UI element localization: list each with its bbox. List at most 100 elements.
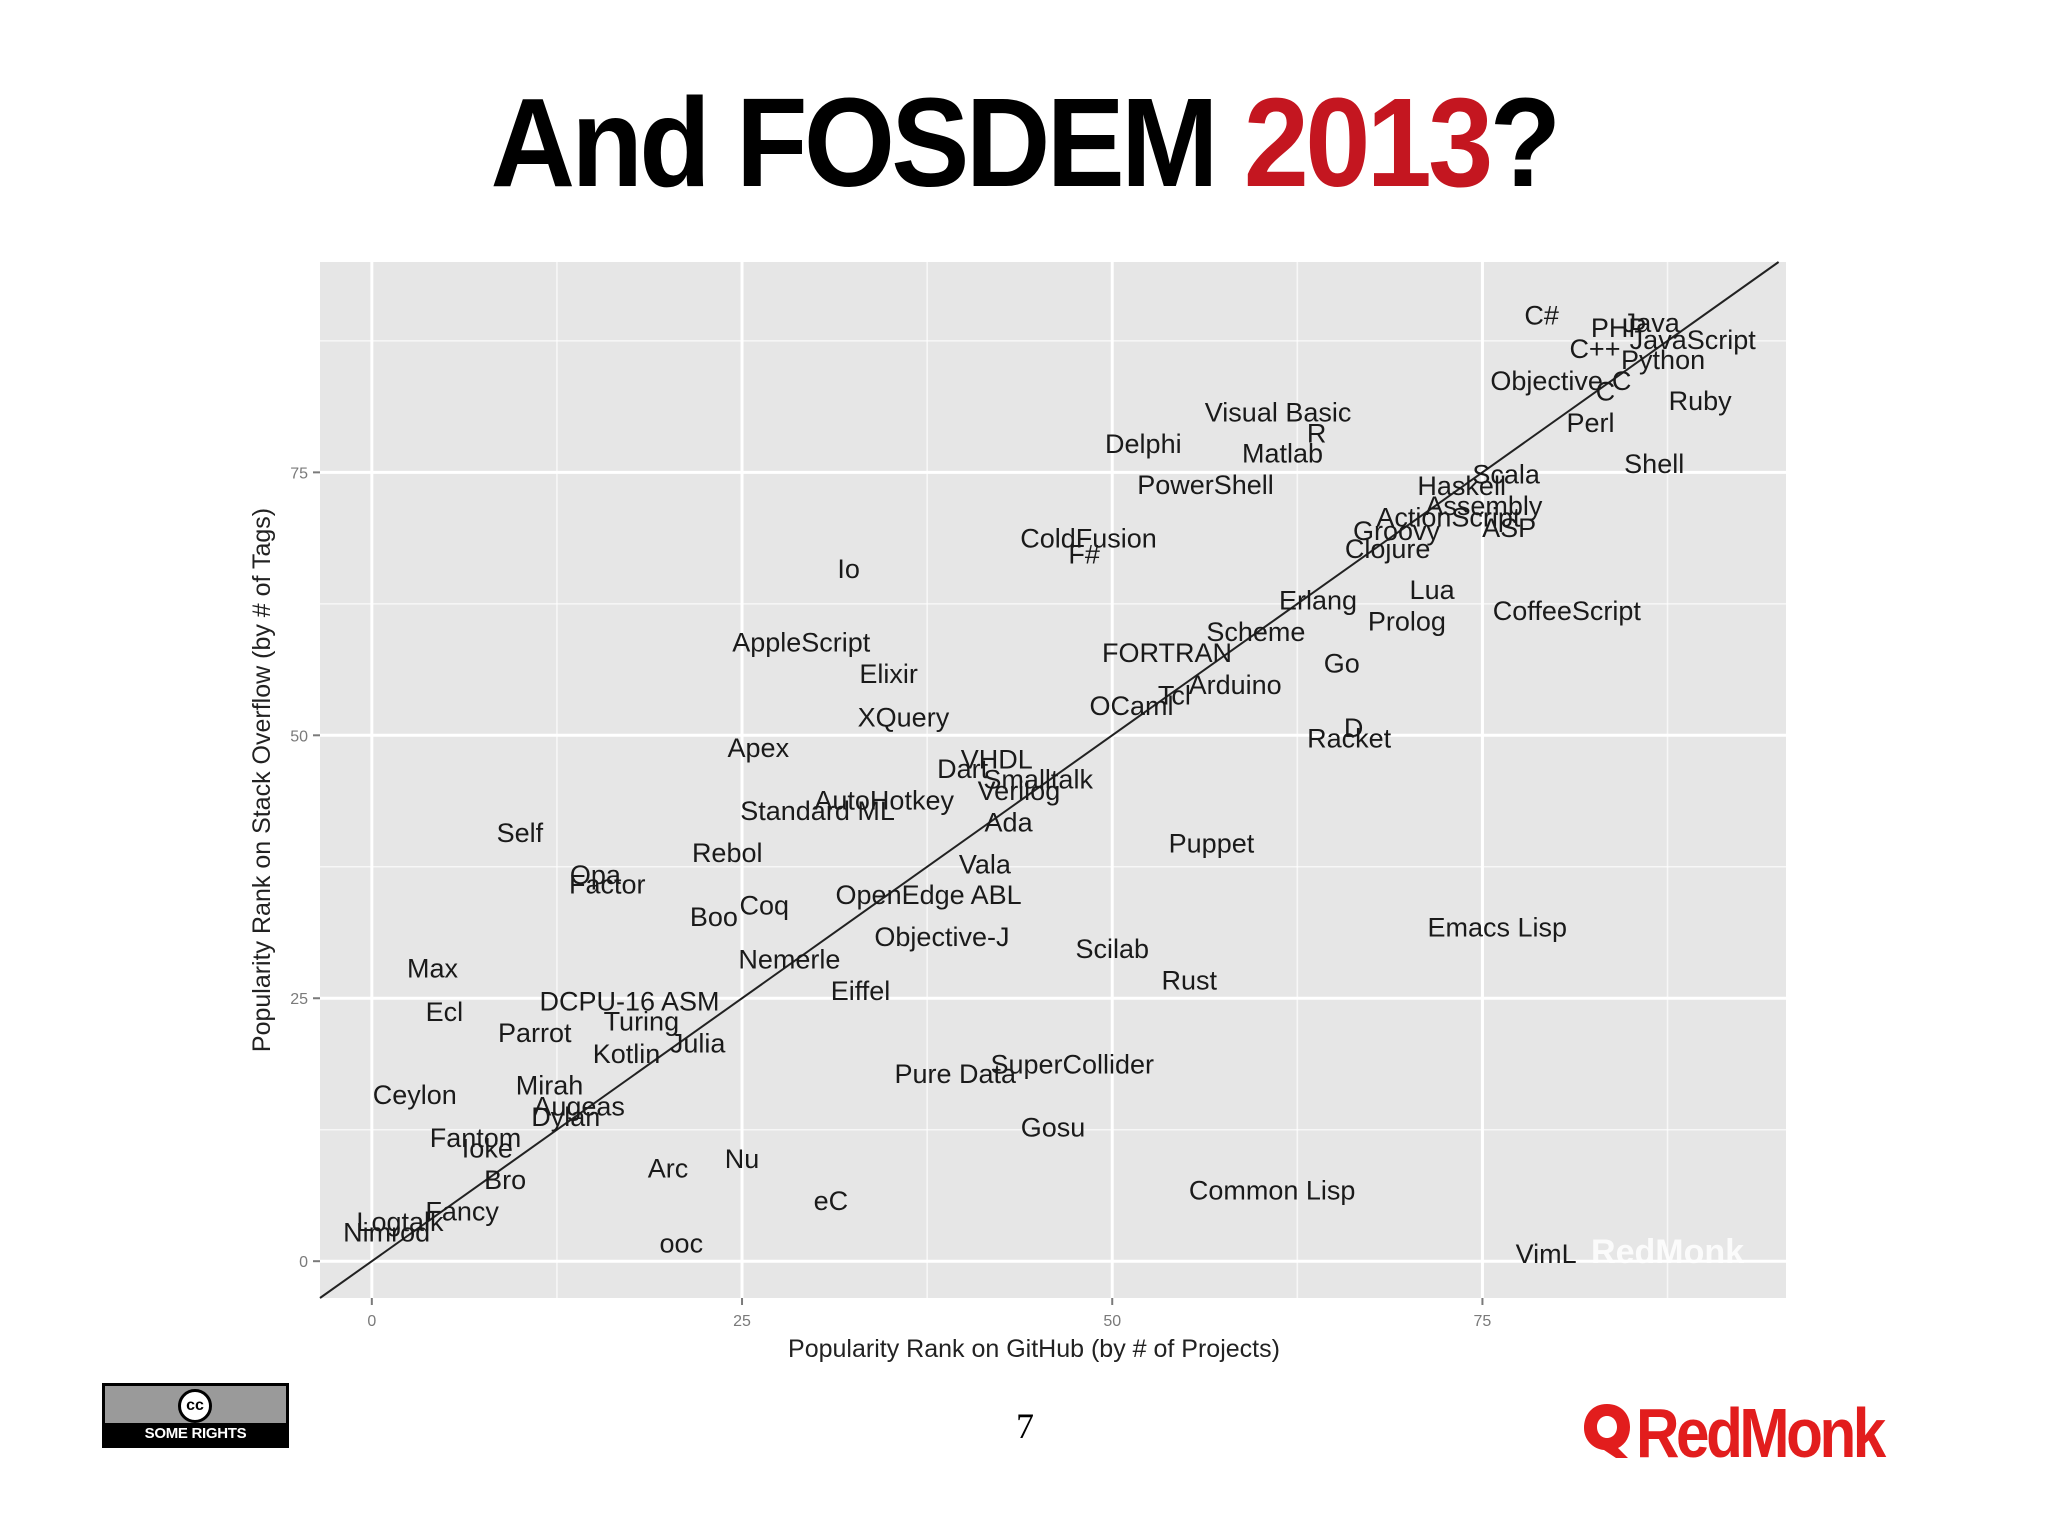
point-label: Objective-C bbox=[1490, 366, 1631, 396]
point-label: F# bbox=[1068, 539, 1100, 569]
point-label: Delphi bbox=[1105, 429, 1182, 459]
point-label: Haskell bbox=[1417, 471, 1506, 501]
x-tick-label: 50 bbox=[1103, 1313, 1121, 1330]
point-label: Erlang bbox=[1279, 586, 1357, 616]
point-label: Boo bbox=[690, 902, 738, 932]
point-label: Coq bbox=[739, 891, 789, 921]
point-label: Julia bbox=[670, 1028, 727, 1058]
point-label: Puppet bbox=[1169, 829, 1255, 859]
trend-line bbox=[319, 261, 1780, 1299]
point-label: Visual Basic bbox=[1205, 397, 1352, 427]
point-label: Bro bbox=[484, 1165, 526, 1195]
point-label: Logtalk bbox=[356, 1207, 444, 1237]
point-label: Rust bbox=[1161, 965, 1217, 995]
redmonk-logo-text: RedMonk bbox=[1636, 1394, 1886, 1472]
x-tick-label: 75 bbox=[1474, 1313, 1492, 1330]
slide-title: And FOSDEM 2013? bbox=[72, 80, 1977, 206]
point-label: Parrot bbox=[498, 1018, 572, 1048]
point-label: Common Lisp bbox=[1189, 1176, 1356, 1206]
point-label: Dart bbox=[937, 754, 989, 784]
axes: 0 25 50 75 0 25 50 75 bbox=[290, 465, 1491, 1330]
x-tick-label: 25 bbox=[733, 1313, 751, 1330]
cc-license-badge[interactable]: cc SOME RIGHTS RESERVED bbox=[102, 1383, 289, 1464]
point-label: Ecl bbox=[426, 997, 464, 1027]
point-label: Python bbox=[1621, 345, 1705, 375]
watermark-label: RedMonk bbox=[1591, 1233, 1744, 1271]
point-label: PHP bbox=[1591, 313, 1647, 343]
point-label: Opa bbox=[570, 860, 622, 890]
point-label: Fantom bbox=[430, 1123, 522, 1153]
point-label: SuperCollider bbox=[990, 1049, 1154, 1079]
redmonk-logo: RedMonk bbox=[1578, 1398, 1958, 1474]
point-label: Vala bbox=[959, 850, 1012, 880]
point-label: Apex bbox=[728, 733, 790, 763]
page-number: 7 bbox=[1016, 1406, 1034, 1446]
point-label: Ada bbox=[985, 808, 1034, 838]
point-label: Clojure bbox=[1345, 534, 1431, 564]
title-year: 2013 bbox=[1243, 72, 1494, 213]
license-text: SOME RIGHTS RESERVED bbox=[105, 1423, 286, 1464]
point-label: Java bbox=[1623, 308, 1681, 338]
point-label: PowerShell bbox=[1137, 470, 1274, 500]
point-label: Smalltalk bbox=[983, 764, 1093, 794]
point-label: Arduino bbox=[1189, 670, 1282, 700]
point-label: Turing bbox=[604, 1006, 680, 1036]
point-label: C bbox=[1596, 376, 1616, 406]
point-label: Augeas bbox=[533, 1092, 625, 1122]
point-label: C++ bbox=[1569, 334, 1620, 364]
y-axis-title: Popularity Rank on Stack Overflow (by # … bbox=[248, 508, 276, 1052]
point-label: FORTRAN bbox=[1102, 638, 1232, 668]
point-label: ActionScript bbox=[1376, 503, 1521, 533]
point-label: Nemerle bbox=[738, 944, 840, 974]
point-label: Nimrod bbox=[343, 1218, 430, 1248]
point-label: Shell bbox=[1624, 449, 1684, 479]
point-label: DCPU-16 ASM bbox=[539, 986, 719, 1016]
creative-commons-icon: cc bbox=[178, 1389, 212, 1423]
point-label: Ioke bbox=[462, 1134, 513, 1164]
point-label: Objective-J bbox=[874, 922, 1009, 952]
point-label: AppleScript bbox=[732, 628, 871, 658]
point-label: R bbox=[1307, 418, 1327, 448]
y-tick-label: 0 bbox=[299, 1254, 308, 1271]
point-label: Matlab bbox=[1242, 438, 1323, 468]
point-label: Fancy bbox=[425, 1197, 499, 1227]
point-label: Io bbox=[837, 554, 860, 584]
point-label: Standard ML bbox=[740, 796, 895, 826]
point-label: Scilab bbox=[1075, 934, 1149, 964]
point-label: Mirah bbox=[516, 1070, 584, 1100]
point-label: Go bbox=[1324, 649, 1360, 679]
point-label: Verilog bbox=[978, 776, 1061, 806]
point-label: Pure Data bbox=[894, 1059, 1017, 1089]
point-label: Eiffel bbox=[831, 976, 891, 1006]
point-label: Factor bbox=[569, 870, 646, 900]
point-label: Dylan bbox=[531, 1102, 600, 1132]
point-label: Ceylon bbox=[373, 1080, 457, 1110]
point-label: Tcl bbox=[1158, 680, 1191, 710]
point-label: Self bbox=[497, 818, 544, 848]
point-label: Gosu bbox=[1021, 1113, 1086, 1143]
point-label: Lua bbox=[1410, 575, 1456, 605]
point-label: Arc bbox=[648, 1154, 689, 1184]
point-label: Scala bbox=[1472, 459, 1541, 489]
title-end: ? bbox=[1489, 72, 1562, 213]
point-label: XQuery bbox=[858, 702, 950, 732]
y-tick-label: 50 bbox=[290, 728, 308, 745]
point-label: Racket bbox=[1307, 723, 1392, 753]
trend-line-group: RedMonk bbox=[319, 261, 1780, 1299]
point-label: ColdFusion bbox=[1020, 524, 1157, 554]
point-label: Rebol bbox=[692, 838, 763, 868]
point-label: Ruby bbox=[1669, 386, 1733, 416]
point-label: D bbox=[1344, 713, 1364, 743]
point-label: Elixir bbox=[859, 659, 918, 689]
point-label: C# bbox=[1524, 301, 1559, 331]
point-label: Scheme bbox=[1206, 617, 1305, 647]
point-label: VHDL bbox=[961, 744, 1033, 774]
point-label: OpenEdge ABL bbox=[836, 880, 1022, 910]
point-label: Assembly bbox=[1425, 491, 1543, 521]
x-tick-label: 0 bbox=[367, 1313, 376, 1330]
point-label: ooc bbox=[660, 1228, 704, 1258]
grid-lines bbox=[320, 262, 1786, 1298]
point-label: ASP bbox=[1482, 513, 1536, 543]
